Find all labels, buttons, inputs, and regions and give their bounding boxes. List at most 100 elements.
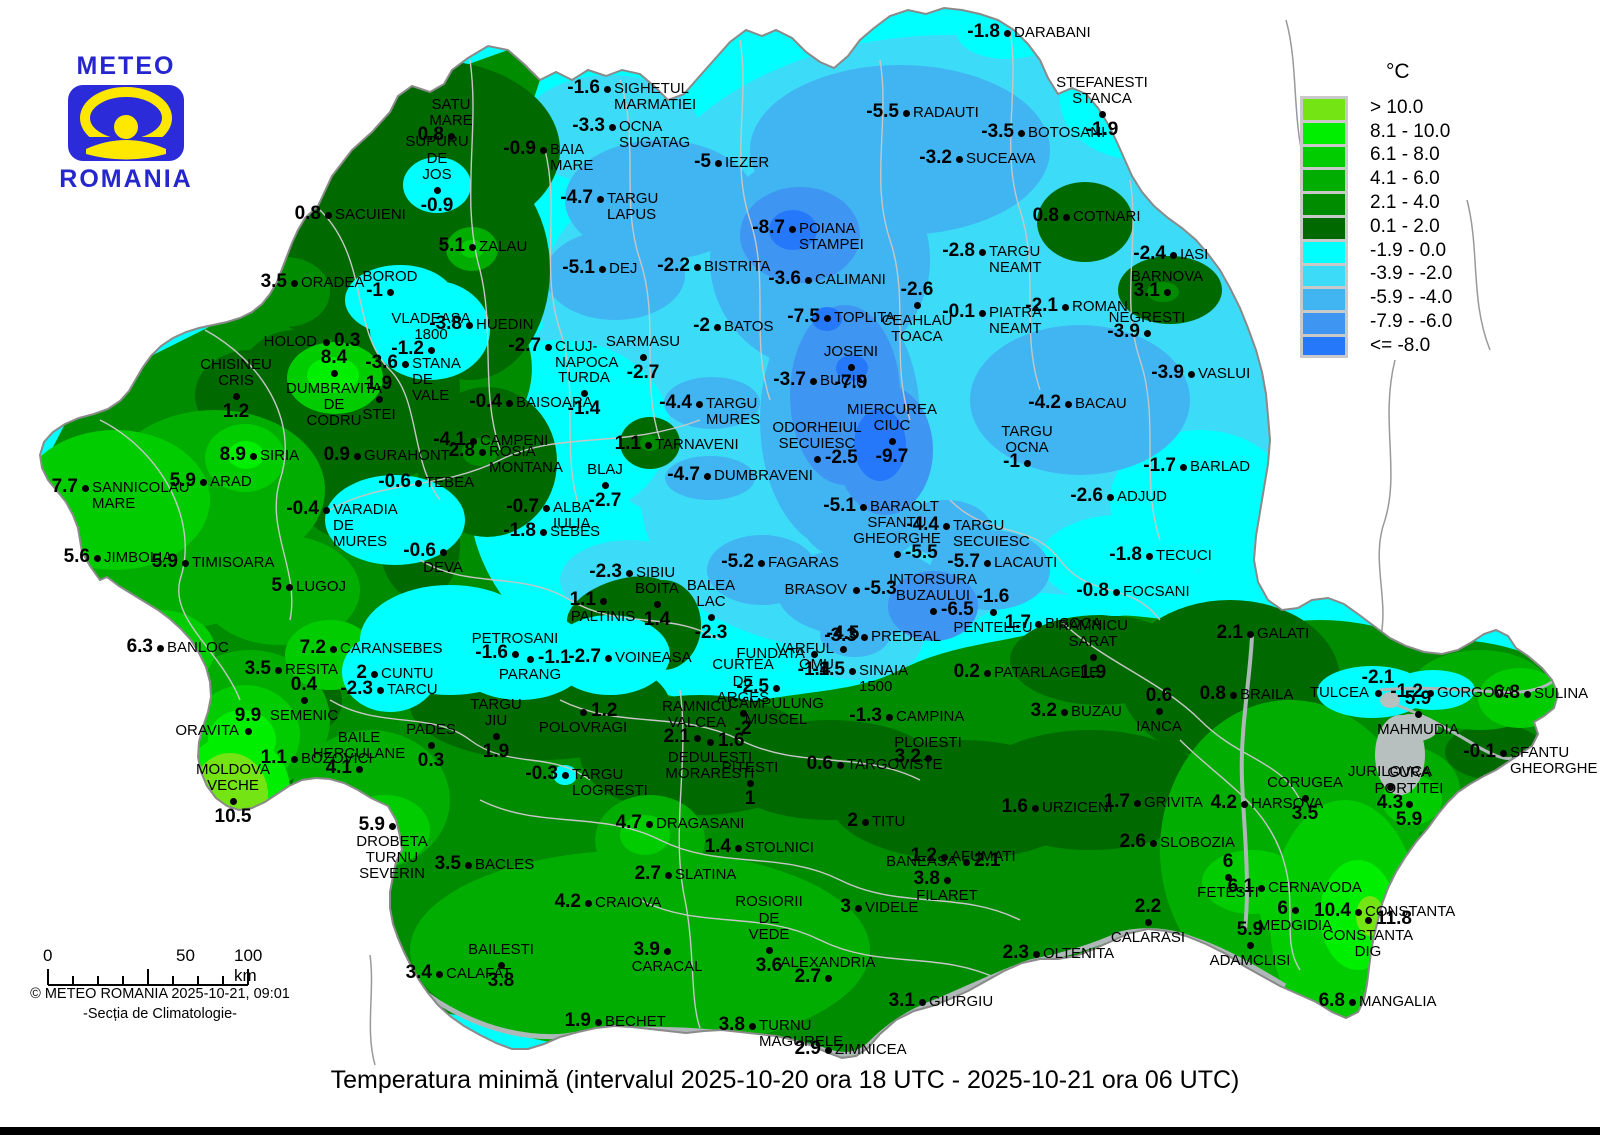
station-name: RAMNICU SARAT xyxy=(1058,616,1128,650)
station-dot xyxy=(1145,552,1153,560)
station-temp: -1.8 xyxy=(1109,544,1142,565)
station-name: BOTOSANI xyxy=(1028,124,1106,141)
station-temp: 4.2 xyxy=(554,891,581,912)
station-dot xyxy=(1062,213,1070,221)
station-dot xyxy=(1064,400,1072,408)
station-temp: 4.1 xyxy=(325,757,352,778)
station-temp: -5.7 xyxy=(947,551,980,572)
station-temp: 0.6 xyxy=(1145,685,1173,706)
station-name: DEJ xyxy=(609,260,638,277)
station-name: BUCIN xyxy=(820,372,867,389)
station-temp: -2.6 xyxy=(900,279,934,300)
station-name: SIBIU xyxy=(636,564,676,581)
station-temp: 1.6 xyxy=(1001,796,1028,817)
station-temp: -3.8 xyxy=(429,313,462,334)
station-temp: -5.3 xyxy=(864,578,897,599)
station-dot xyxy=(447,132,455,140)
station-name: VOINEASA xyxy=(615,649,692,666)
station-dot xyxy=(824,1046,832,1054)
station-name: VARFUL OMU xyxy=(775,640,834,674)
station-name: PATARLAGELE xyxy=(994,664,1100,681)
station-temp: -5.5 xyxy=(866,101,899,122)
station-temp: -3.2 xyxy=(919,147,952,168)
station-temp: 1.4 xyxy=(704,836,731,857)
station-temp: -4.7 xyxy=(667,464,700,485)
station-name: CARACAL xyxy=(631,958,703,975)
station-dot xyxy=(940,853,948,861)
station-temp: 3.5 xyxy=(244,658,271,679)
station-name: GURAHONT xyxy=(364,447,450,464)
station-temp: 2.2 xyxy=(1134,896,1162,917)
station-name: SUPURU DE JOS xyxy=(405,133,469,183)
romania-border xyxy=(38,6,1560,1060)
station-name: TARGU SECUIESC xyxy=(953,517,1030,551)
station-temp: -3.7 xyxy=(773,369,806,390)
station-name: CONSTANTA DIG xyxy=(1322,927,1414,961)
station-temp: 2.7 xyxy=(794,966,821,987)
station-name: CARANSEBES xyxy=(340,640,443,657)
station-temp: 0.3 xyxy=(417,750,445,771)
station-name: CAMPULUNG MUSCEL xyxy=(728,695,824,729)
map-title: Temperatura minimă (intervalul 2025-10-2… xyxy=(330,1066,1240,1094)
station-name: BRASOV xyxy=(784,581,847,598)
station-temp: 1.1 xyxy=(260,747,287,768)
station-temp: -3.9 xyxy=(1107,321,1140,342)
station-temp: 0.6 xyxy=(806,753,833,774)
station-dot xyxy=(81,484,89,492)
station-temp: -0.9 xyxy=(420,195,454,216)
station-temp: 10.5 xyxy=(214,806,252,827)
station-name: MEDGIDIA xyxy=(1257,917,1333,934)
station-name: FUNDATA xyxy=(736,645,805,662)
station-temp: -1.8 xyxy=(503,520,536,541)
station-dot xyxy=(1374,689,1382,697)
legend-item: 2.1 - 4.0 xyxy=(1300,191,1452,215)
logo-text-meteo: METEO xyxy=(76,52,176,80)
station-dot xyxy=(249,452,257,460)
station-dot xyxy=(1414,710,1422,718)
station-name: CALARASI xyxy=(1110,929,1186,946)
station-dot xyxy=(93,554,101,562)
legend-rows: > 10.0 8.1 - 10.0 6.1 - 8.0 4.1 - 6.0 2.1 - … xyxy=(1300,96,1452,358)
station-dot xyxy=(388,822,396,830)
station-name: PENTELEU xyxy=(953,619,1033,636)
station-name: ARAD xyxy=(210,473,252,490)
county-borders xyxy=(99,29,1301,1029)
legend-label: -5.9 - -4.0 xyxy=(1370,287,1453,309)
station-name: ROSIORII DE VEDE xyxy=(735,893,803,943)
station-name: CHISINEU CRIS xyxy=(200,355,272,389)
station-dot xyxy=(329,645,337,653)
legend-item: 0.1 - 2.0 xyxy=(1300,214,1452,239)
station-name: STEI xyxy=(362,406,396,423)
station-dot xyxy=(300,696,308,704)
bottom-frame-bar xyxy=(0,1127,1600,1135)
station-dot xyxy=(885,713,893,721)
station-temp: -1 xyxy=(1003,451,1020,472)
station-name: CUNTU xyxy=(381,665,434,682)
station-temp: -4.4 xyxy=(659,392,692,413)
station-temp: 2.6 xyxy=(1119,831,1146,852)
station-dot xyxy=(664,871,672,879)
station-temp: -1.5 xyxy=(812,659,845,680)
station-temp: 7.2 xyxy=(299,637,326,658)
station-dot xyxy=(824,974,832,982)
station-temp: 5.9 xyxy=(169,470,196,491)
station-temp: 5.9 xyxy=(1236,919,1264,940)
station-temp: 1.4 xyxy=(643,609,671,630)
legend-item: 8.1 - 10.0 xyxy=(1300,119,1452,144)
station-name: SLOBOZIA xyxy=(1160,834,1236,851)
station-dot xyxy=(1246,630,1254,638)
legend-swatch xyxy=(1300,191,1348,215)
station-temp: -7.9 xyxy=(834,372,868,393)
legend-label: 6.1 - 8.0 xyxy=(1370,144,1440,166)
legend-swatch xyxy=(1300,96,1348,120)
station-temp: 3.9 xyxy=(633,939,660,960)
station-name: STOLNICI xyxy=(745,839,814,856)
station-dot xyxy=(1179,463,1187,471)
station-dot xyxy=(1348,998,1356,1006)
station-dot xyxy=(788,225,796,233)
legend-item: -7.9 - -6.0 xyxy=(1300,310,1452,334)
station-name: CORUGEA xyxy=(1267,773,1343,791)
station-dot xyxy=(1386,783,1394,791)
legend-label: <= -8.0 xyxy=(1370,334,1431,356)
